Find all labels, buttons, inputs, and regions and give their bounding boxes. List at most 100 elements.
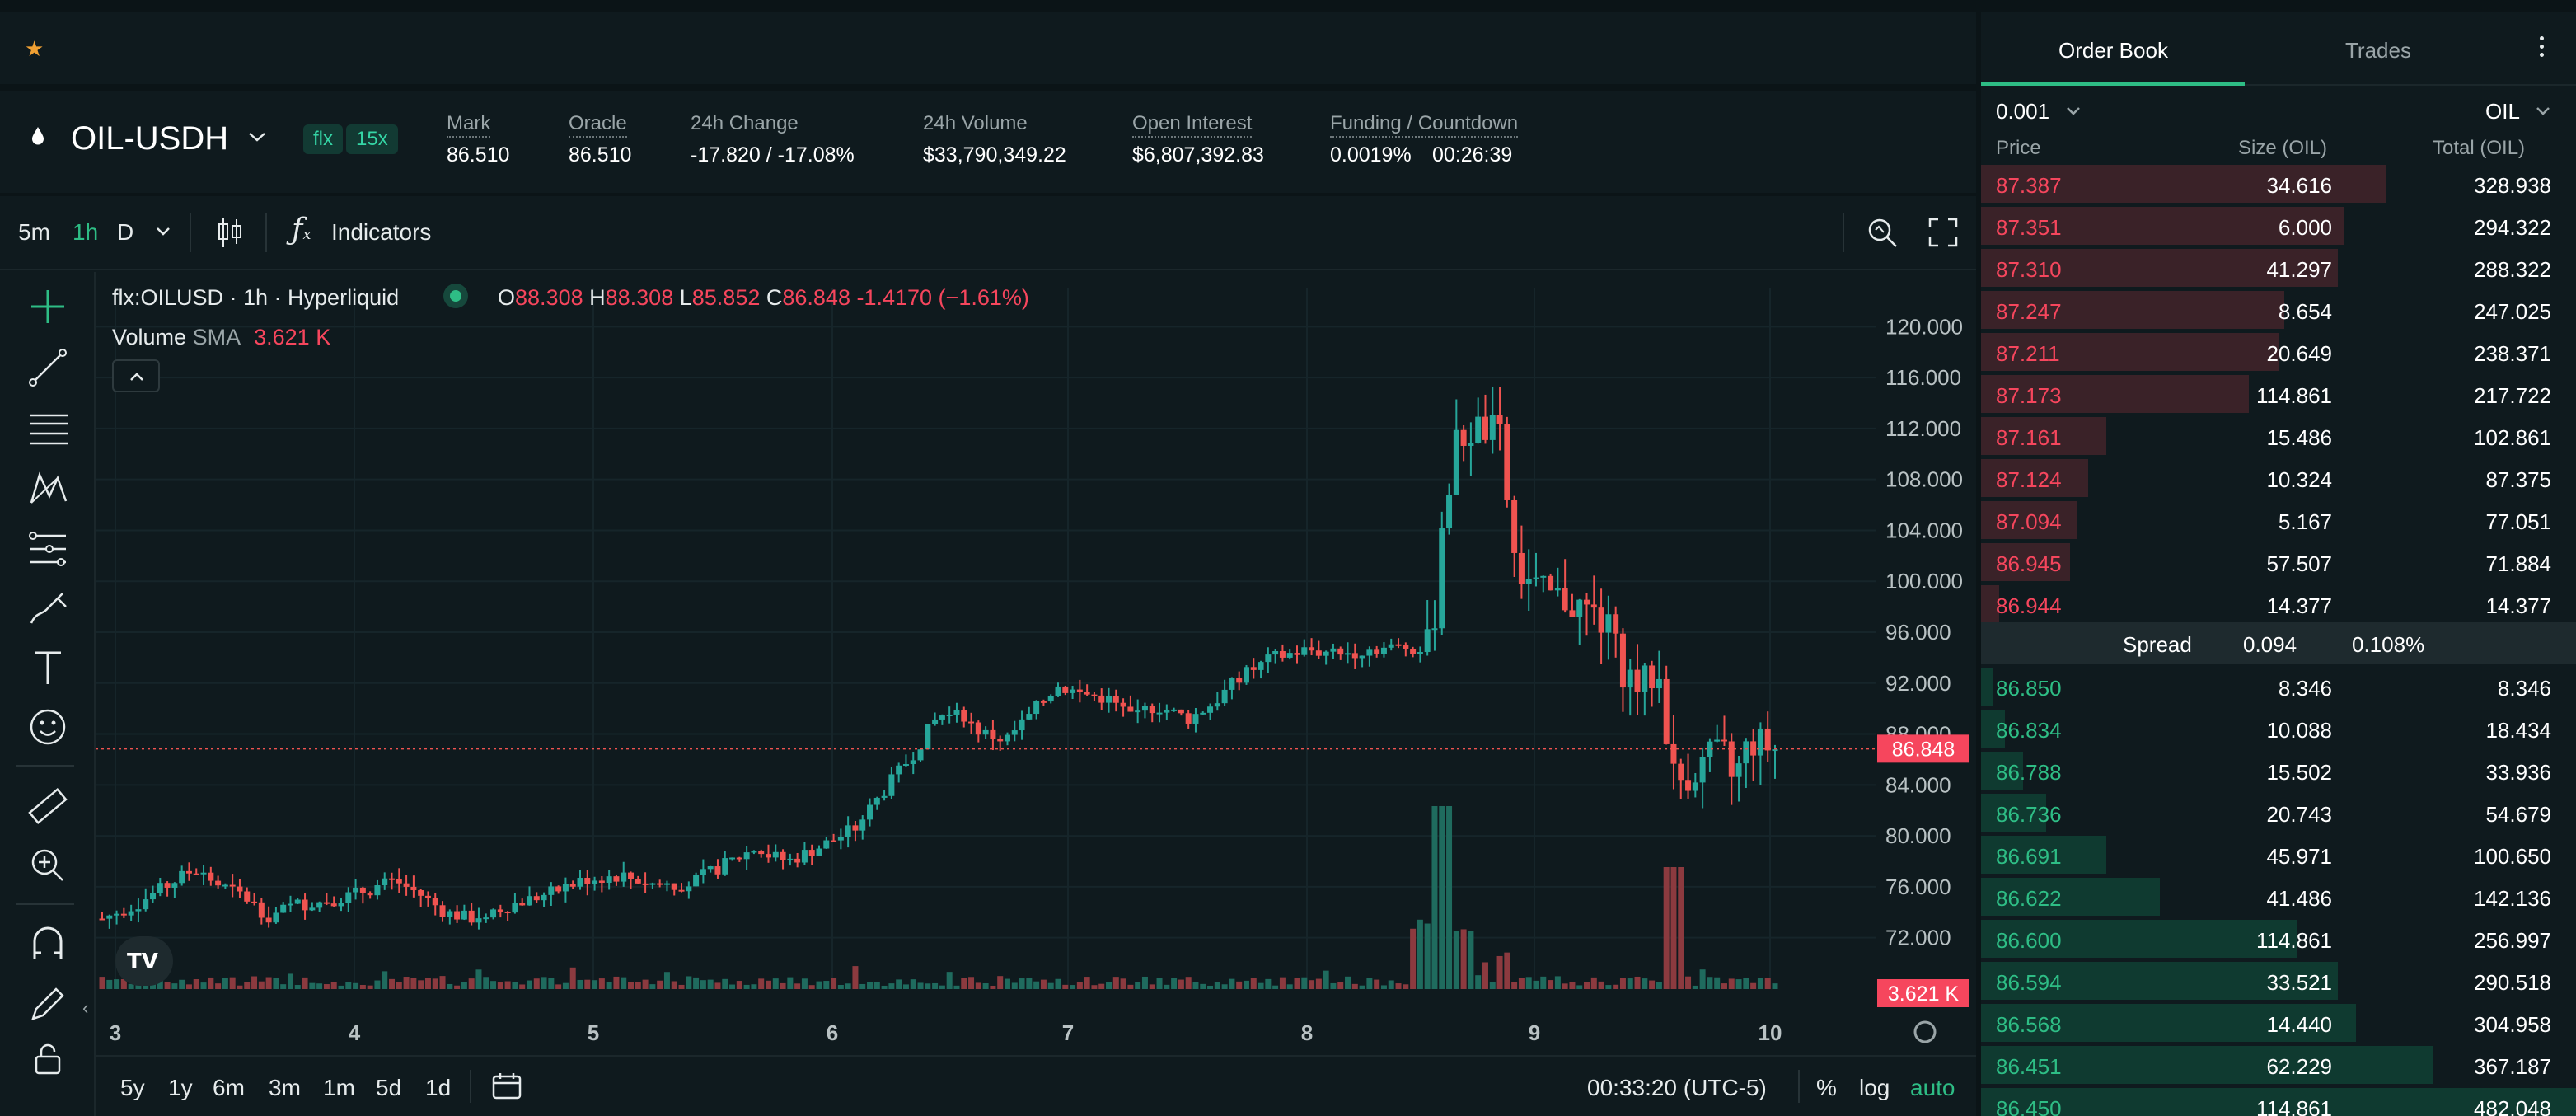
range-5d[interactable]: 5d xyxy=(376,1075,402,1100)
zoom-search-icon[interactable] xyxy=(1866,216,1899,249)
bid-row[interactable]: 86.691 45.971 100.650 xyxy=(1981,834,2576,875)
lock-icon[interactable] xyxy=(25,1042,71,1075)
clock-readout[interactable]: 00:33:20 (UTC-5) xyxy=(1587,1075,1767,1100)
range-1y[interactable]: 1y xyxy=(168,1075,193,1100)
ask-row[interactable]: 87.094 5.167 77.051 xyxy=(1981,499,2576,541)
bid-row[interactable]: 86.450 114.861 482.048 xyxy=(1981,1086,2576,1116)
trend-line-icon[interactable] xyxy=(25,346,71,389)
candle-body xyxy=(968,721,975,724)
timeframe-1h[interactable]: 1h xyxy=(73,219,99,245)
volume-bar xyxy=(1374,979,1380,989)
bid-row[interactable]: 86.451 62.229 367.187 xyxy=(1981,1044,2576,1086)
timeframe-d[interactable]: D xyxy=(117,219,134,245)
candle-body xyxy=(1439,528,1445,629)
candles-icon[interactable] xyxy=(216,216,244,249)
candle-body xyxy=(490,909,497,918)
ask-row[interactable]: 87.247 8.654 247.025 xyxy=(1981,289,2576,331)
pattern-icon[interactable] xyxy=(25,467,71,509)
bid-row[interactable]: 86.834 10.088 18.434 xyxy=(1981,708,2576,749)
ask-row[interactable]: 87.173 114.861 217.722 xyxy=(1981,373,2576,415)
bid-row[interactable]: 86.622 41.486 142.136 xyxy=(1981,876,2576,917)
ask-row[interactable]: 87.351 6.000 294.322 xyxy=(1981,205,2576,246)
candle-body xyxy=(345,892,352,903)
ask-row[interactable]: 87.124 10.324 87.375 xyxy=(1981,457,2576,499)
volume-bar xyxy=(403,977,410,989)
fib-icon[interactable] xyxy=(25,528,71,570)
candle-body xyxy=(1250,667,1257,670)
tab-trades[interactable]: Trades xyxy=(2345,38,2411,63)
volume-bar xyxy=(483,977,489,989)
horizontal-lines-icon[interactable] xyxy=(25,407,71,450)
tag-leverage[interactable]: 15x xyxy=(346,124,398,154)
ask-row[interactable]: 87.310 41.297 288.322 xyxy=(1981,247,2576,288)
ask-row[interactable]: 86.944 14.377 14.377 xyxy=(1981,584,2576,625)
crosshair-icon[interactable] xyxy=(25,285,71,328)
collapse-toolbar-icon[interactable]: ‹ xyxy=(82,997,89,1018)
zoom-in-icon[interactable] xyxy=(25,844,71,887)
emoji-icon[interactable] xyxy=(25,706,71,748)
volume-bar xyxy=(1084,977,1090,989)
ask-row[interactable]: 87.211 20.649 238.371 xyxy=(1981,331,2576,373)
ask-row[interactable]: 87.387 34.616 328.938 xyxy=(1981,163,2576,204)
pencil-lock-icon[interactable] xyxy=(25,982,71,1025)
ask-total: 328.938 xyxy=(2474,173,2551,198)
volume-bar xyxy=(374,980,381,989)
price-chart[interactable]: 120.000 116.000 112.000 108.000 104.000 100.0… xyxy=(96,272,1976,1057)
candle-body xyxy=(1590,604,1597,608)
ask-total: 217.722 xyxy=(2474,383,2551,408)
indicators-button[interactable]: Indicators xyxy=(331,219,432,245)
volume-bar xyxy=(953,985,960,989)
range-3m[interactable]: 3m xyxy=(269,1075,301,1100)
chevron-down-icon[interactable] xyxy=(2065,106,2082,117)
bid-row[interactable]: 86.850 8.346 8.346 xyxy=(1981,666,2576,707)
axis-settings-icon[interactable] xyxy=(1913,1020,1937,1043)
candle-body xyxy=(896,765,902,775)
tab-order-book[interactable]: Order Book xyxy=(2058,38,2168,63)
volume-bar xyxy=(794,983,801,989)
ruler-icon[interactable] xyxy=(25,785,71,828)
legend-collapse-button[interactable] xyxy=(112,359,160,392)
calendar-icon[interactable] xyxy=(491,1071,522,1101)
text-icon[interactable] xyxy=(25,646,71,689)
range-1d[interactable]: 1d xyxy=(425,1075,452,1100)
candle-body xyxy=(1468,443,1474,446)
volume-bar xyxy=(1663,867,1670,989)
range-1m[interactable]: 1m xyxy=(323,1075,355,1100)
tradingview-logo[interactable]: TV xyxy=(115,936,173,986)
auto-toggle[interactable]: auto xyxy=(1910,1075,1955,1100)
candle-body xyxy=(1076,689,1083,692)
log-toggle[interactable]: log xyxy=(1859,1075,1890,1100)
ask-depth-bar xyxy=(1981,501,2077,539)
candle-body xyxy=(635,879,641,884)
bid-row[interactable]: 86.788 15.502 33.936 xyxy=(1981,750,2576,791)
magnet-icon[interactable] xyxy=(25,923,71,966)
indicators-icon[interactable]: ƒx xyxy=(292,213,311,246)
chevron-down-icon[interactable] xyxy=(155,226,171,237)
chevron-down-icon[interactable] xyxy=(2535,106,2551,117)
candle-body xyxy=(222,884,228,887)
bid-row[interactable]: 86.568 14.440 304.958 xyxy=(1981,1002,2576,1043)
candle-body xyxy=(215,880,222,886)
brush-icon[interactable] xyxy=(25,587,71,630)
bid-row[interactable]: 86.736 20.743 54.679 xyxy=(1981,792,2576,833)
more-options-icon[interactable] xyxy=(2540,36,2545,61)
range-5y[interactable]: 5y xyxy=(120,1075,145,1100)
percent-toggle[interactable]: % xyxy=(1816,1075,1837,1100)
ask-row[interactable]: 86.945 57.507 71.884 xyxy=(1981,542,2576,583)
volume-bar xyxy=(200,982,207,989)
bid-row[interactable]: 86.600 114.861 256.997 xyxy=(1981,918,2576,959)
timeframe-5m[interactable]: 5m xyxy=(18,219,50,245)
tick-size-select[interactable]: 0.001 xyxy=(1996,99,2050,124)
candle-body xyxy=(1258,662,1264,670)
unit-select[interactable]: OIL xyxy=(2485,99,2520,124)
bid-row[interactable]: 86.594 33.521 290.518 xyxy=(1981,960,2576,1001)
candle-body xyxy=(1403,645,1409,649)
pair-selector[interactable]: OIL-USDH xyxy=(71,120,229,157)
chevron-down-icon[interactable] xyxy=(247,130,267,143)
range-6m[interactable]: 6m xyxy=(213,1075,245,1100)
volume-bar xyxy=(1504,952,1510,989)
star-icon[interactable]: ★ xyxy=(25,36,44,61)
candle-body xyxy=(316,902,323,908)
fullscreen-icon[interactable] xyxy=(1928,218,1958,247)
ask-row[interactable]: 87.161 15.486 102.861 xyxy=(1981,415,2576,457)
